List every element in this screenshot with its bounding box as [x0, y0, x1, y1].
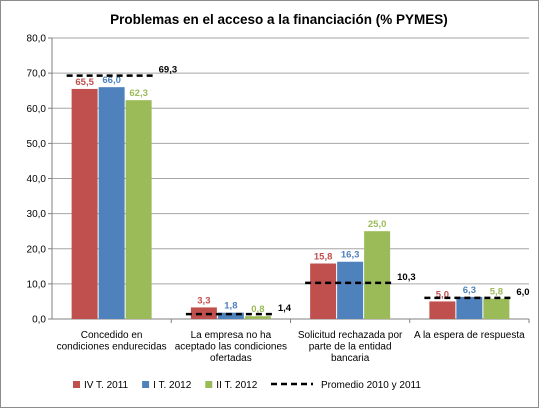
bar — [125, 100, 152, 319]
bar — [244, 316, 271, 319]
y-tick-label: 10,0 — [27, 279, 47, 290]
bar — [364, 231, 391, 319]
legend-swatch — [142, 381, 150, 388]
y-tick-label: 80,0 — [27, 34, 47, 45]
data-label: 5,8 — [490, 287, 503, 298]
data-label: 65,5 — [75, 77, 94, 88]
legend-label: II T. 2012 — [216, 380, 257, 391]
y-tick-label: 20,0 — [27, 244, 47, 255]
y-tick-label: 40,0 — [27, 174, 47, 185]
y-tick-label: 0,0 — [32, 315, 46, 326]
data-label: 1,8 — [224, 301, 237, 312]
data-label: 6,3 — [463, 285, 476, 296]
bar — [337, 261, 364, 319]
legend-swatch — [73, 381, 80, 388]
y-tick-label: 70,0 — [27, 69, 47, 80]
data-label: 16,3 — [341, 250, 360, 261]
legend-label: I T. 2012 — [153, 380, 192, 391]
y-tick-label: 60,0 — [27, 104, 47, 115]
data-label: 0,8 — [251, 304, 264, 315]
data-label: 3,3 — [197, 295, 210, 306]
legend-swatch — [205, 381, 213, 388]
legend: IV T. 2011 I T. 2012 II T. 2012 Promedio 20… — [73, 380, 421, 391]
y-tick-label: 50,0 — [27, 139, 47, 150]
reference-label: 69,3 — [159, 65, 178, 76]
data-label: 25,0 — [368, 219, 387, 230]
bar — [98, 87, 125, 319]
bar — [483, 298, 510, 319]
chart-title: Problemas en el acceso a la financiación… — [110, 12, 448, 27]
plot-area: 0,0 10,0 20,0 30,0 40,0 50,0 60,0 70,0 80,0 65,5 6… — [27, 34, 530, 365]
x-category-label: Solicitud rechazada por — [298, 330, 403, 341]
x-category-label: ofertadas — [210, 353, 252, 364]
x-category-label: parte de la entidad — [309, 342, 392, 353]
legend-label: IV T. 2011 — [84, 380, 129, 391]
data-label: 5,0 — [436, 289, 449, 300]
data-label: 62,3 — [129, 88, 148, 99]
y-tick-label: 30,0 — [27, 209, 47, 220]
x-category-label: bancaria — [331, 353, 370, 364]
x-category-label: condiciones endurecidas — [57, 342, 167, 353]
bar — [71, 88, 98, 320]
x-category-label: aceptado las condiciones — [175, 342, 287, 353]
reference-label: 1,4 — [278, 303, 292, 314]
reference-label: 6,0 — [516, 287, 529, 298]
reference-label: 10,3 — [397, 272, 416, 283]
x-category-label: La empresa no ha — [191, 330, 272, 341]
bar — [190, 307, 217, 319]
x-category-label: A la espera de respuesta — [414, 330, 525, 341]
bar — [310, 263, 337, 319]
x-category-label: Concedido en — [81, 330, 143, 341]
data-label: 15,8 — [314, 252, 333, 263]
data-label: 66,0 — [102, 75, 121, 86]
bar — [456, 296, 483, 319]
bar — [217, 312, 244, 319]
legend-label: Promedio 2010 y 2011 — [321, 380, 421, 391]
bar — [429, 301, 456, 319]
